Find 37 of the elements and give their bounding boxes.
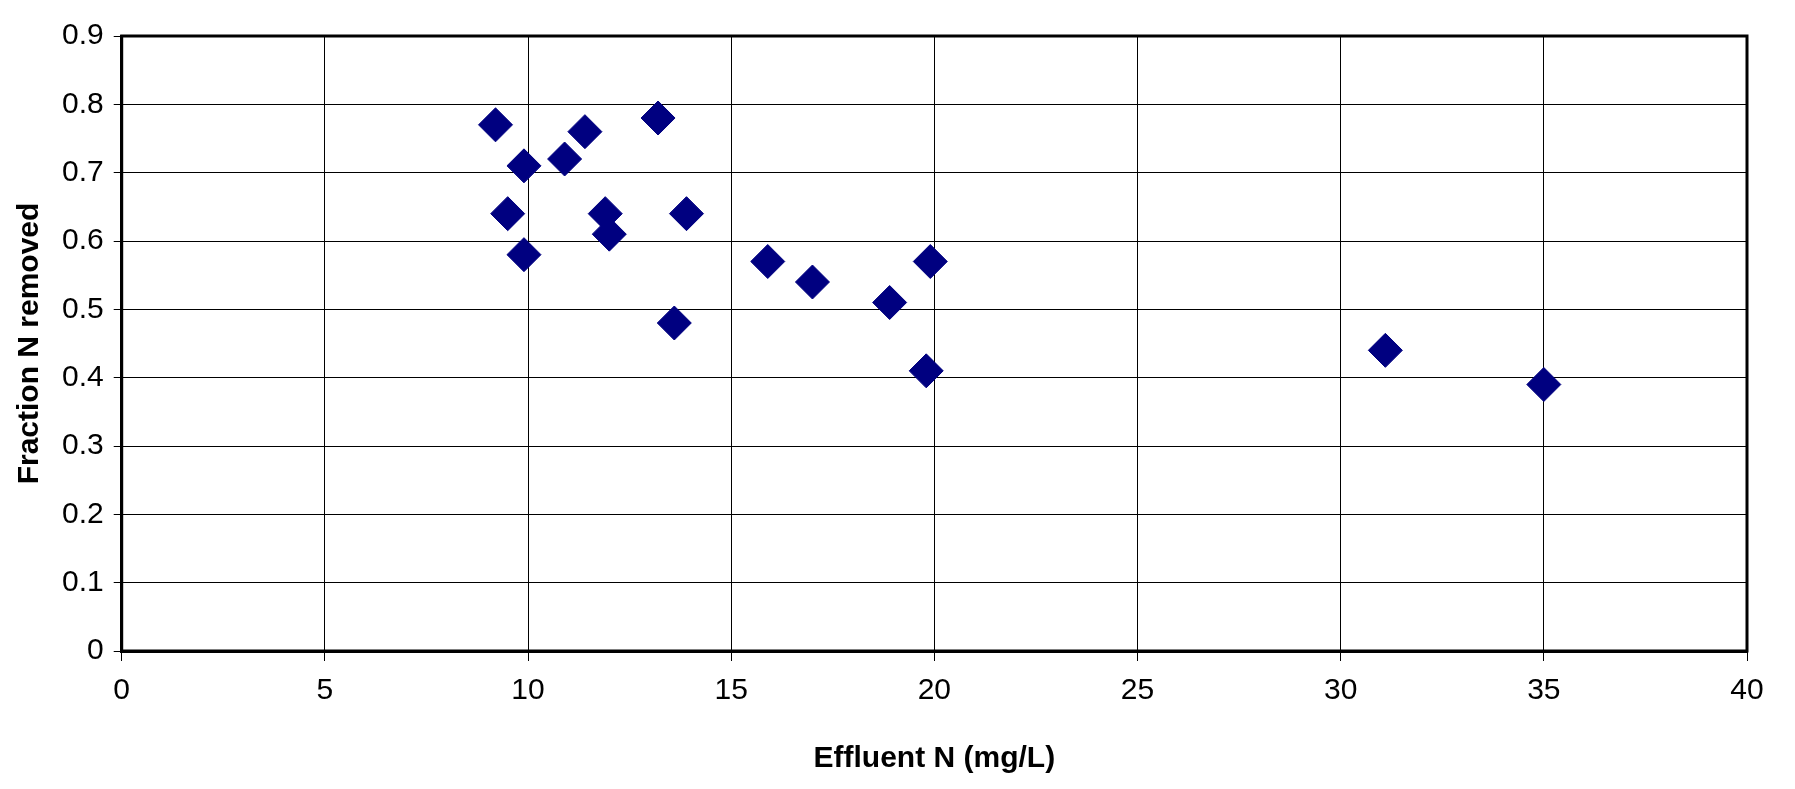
x-tick-label: 0	[113, 672, 131, 706]
point	[567, 114, 603, 150]
point	[1526, 367, 1562, 402]
point	[547, 141, 583, 177]
y-tick-label: 0.7	[61, 153, 104, 187]
y-tick-label: 0.8	[61, 85, 104, 119]
point	[912, 244, 948, 279]
y-tick-label: 0	[87, 632, 104, 666]
point	[490, 196, 526, 232]
point	[656, 305, 692, 341]
point	[908, 353, 944, 389]
point	[1367, 332, 1403, 368]
x-tick-label: 40	[1730, 672, 1764, 706]
x-tick-label: 10	[511, 672, 545, 706]
point	[668, 196, 704, 232]
x-tick-label: 20	[917, 672, 952, 706]
x-tick-label: 25	[1120, 672, 1155, 706]
y-tick-label: 0.3	[61, 427, 104, 461]
y-tick-label: 0.6	[61, 222, 104, 256]
y-tick-label: 0.9	[61, 17, 104, 51]
point	[872, 285, 908, 320]
point	[506, 148, 542, 184]
y-tick-label: 0.2	[61, 495, 104, 529]
x-axis-title: Effluent N (mg/L)	[813, 740, 1056, 774]
point	[794, 264, 830, 300]
y-tick-label: 0.5	[61, 290, 104, 324]
y-axis-title: Fraction N removed	[11, 202, 45, 485]
y-tick-label: 0.4	[61, 358, 104, 392]
point	[750, 244, 786, 279]
point	[506, 237, 542, 273]
x-tick-label: 15	[714, 672, 748, 706]
point	[478, 107, 514, 143]
point	[640, 100, 676, 136]
y-tick-label: 0.1	[61, 563, 104, 597]
x-tick-label: 5	[316, 672, 334, 706]
x-tick-label: 30	[1323, 672, 1358, 706]
x-tick-label: 35	[1527, 672, 1561, 706]
